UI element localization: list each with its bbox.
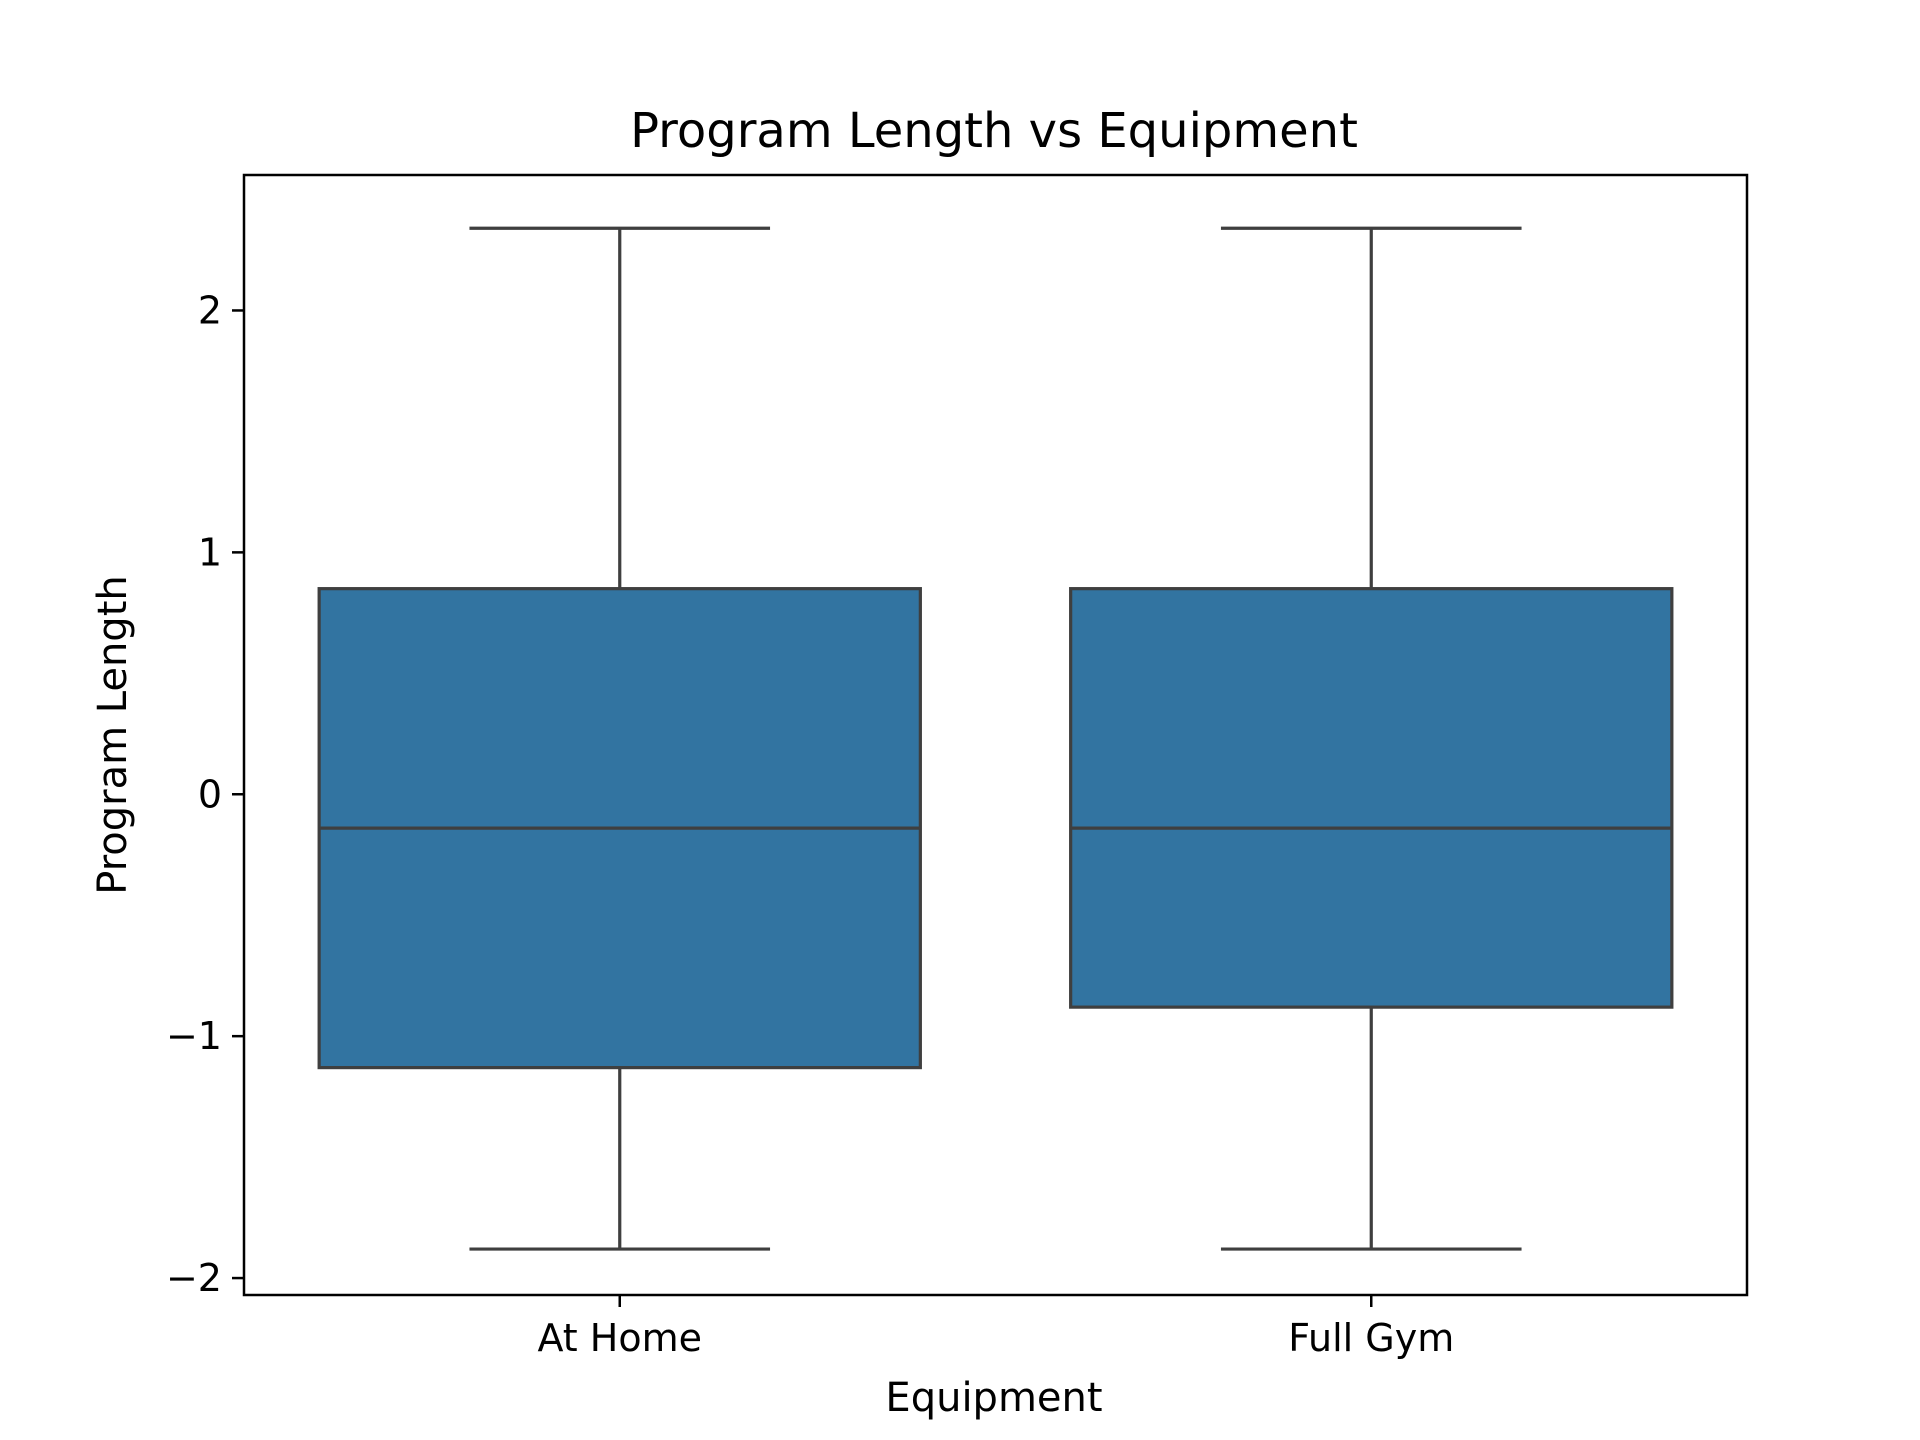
x-tick-label: At Home — [537, 1316, 702, 1360]
iqr-box — [1069, 587, 1674, 1009]
box-group-2 — [1069, 226, 1674, 1251]
plot-frame — [242, 173, 1749, 1297]
x-axis-label: Equipment — [885, 1375, 1102, 1421]
y-tick-label: 2 — [198, 288, 222, 332]
y-tick-label: −2 — [166, 1256, 222, 1300]
chart-title: Program Length vs Equipment — [630, 103, 1358, 159]
y-tick-label: 1 — [198, 530, 222, 574]
x-axis: At Home Full Gym — [537, 1295, 1454, 1360]
plot-area — [317, 226, 1674, 1251]
y-axis-label: Program Length — [90, 575, 136, 894]
y-tick-label: −1 — [166, 1014, 222, 1058]
y-tick-label: 0 — [198, 772, 222, 816]
x-tick-label: Full Gym — [1288, 1316, 1454, 1360]
box-group-1 — [317, 226, 922, 1251]
y-axis: −2 −1 0 1 2 — [166, 288, 244, 1300]
